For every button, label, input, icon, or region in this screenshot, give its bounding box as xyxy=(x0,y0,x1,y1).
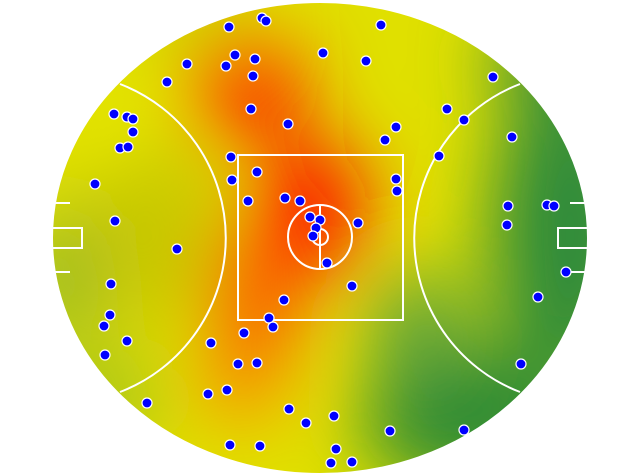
point xyxy=(560,266,572,278)
point xyxy=(283,403,295,415)
point xyxy=(263,312,275,324)
point xyxy=(506,131,518,143)
point xyxy=(458,114,470,126)
point xyxy=(294,195,306,207)
point xyxy=(458,424,470,436)
point xyxy=(307,230,319,242)
point xyxy=(548,200,560,212)
point xyxy=(501,219,513,231)
point xyxy=(300,417,312,429)
point xyxy=(532,291,544,303)
point xyxy=(105,278,117,290)
point xyxy=(238,327,250,339)
point xyxy=(254,440,266,452)
point xyxy=(181,58,193,70)
point xyxy=(346,280,358,292)
point xyxy=(267,321,279,333)
point xyxy=(226,174,238,186)
point xyxy=(141,397,153,409)
point xyxy=(220,60,232,72)
point xyxy=(304,211,316,223)
point xyxy=(352,217,364,229)
point xyxy=(360,55,372,67)
point xyxy=(127,126,139,138)
point xyxy=(89,178,101,190)
point xyxy=(379,134,391,146)
point xyxy=(109,215,121,227)
point xyxy=(433,150,445,162)
point xyxy=(171,243,183,255)
point xyxy=(278,294,290,306)
point xyxy=(251,166,263,178)
point xyxy=(221,384,233,396)
point xyxy=(249,53,261,65)
point xyxy=(260,15,272,27)
point xyxy=(328,410,340,422)
point xyxy=(441,103,453,115)
point xyxy=(346,456,358,468)
points xyxy=(89,12,572,469)
point xyxy=(223,21,235,33)
point xyxy=(108,108,120,120)
point xyxy=(487,71,499,83)
point xyxy=(245,103,257,115)
point xyxy=(247,70,259,82)
point xyxy=(98,320,110,332)
point xyxy=(502,200,514,212)
point xyxy=(375,19,387,31)
point xyxy=(242,195,254,207)
point xyxy=(317,47,329,59)
point xyxy=(99,349,111,361)
point xyxy=(330,443,342,455)
point xyxy=(325,457,337,469)
point xyxy=(391,185,403,197)
field-lines xyxy=(51,1,589,475)
point xyxy=(161,76,173,88)
point xyxy=(390,121,402,133)
point xyxy=(515,358,527,370)
point xyxy=(127,113,139,125)
point xyxy=(279,192,291,204)
point xyxy=(251,357,263,369)
point xyxy=(104,309,116,321)
point xyxy=(390,173,402,185)
point xyxy=(321,257,333,269)
point xyxy=(282,118,294,130)
point xyxy=(229,49,241,61)
point xyxy=(232,358,244,370)
point xyxy=(384,425,396,437)
point xyxy=(205,337,217,349)
point xyxy=(225,151,237,163)
point xyxy=(202,388,214,400)
point xyxy=(122,141,134,153)
point xyxy=(121,335,133,347)
point xyxy=(224,439,236,451)
